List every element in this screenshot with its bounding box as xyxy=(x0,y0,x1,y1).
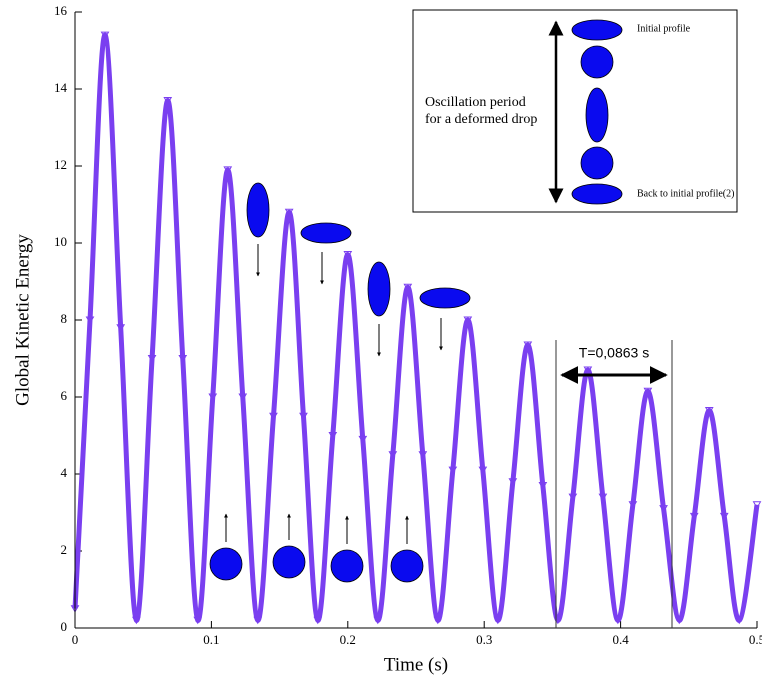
y-tick-label: 0 xyxy=(61,619,68,634)
y-tick-label: 14 xyxy=(54,80,68,95)
point-marker xyxy=(253,616,263,625)
point-marker xyxy=(613,616,623,625)
point-marker xyxy=(100,31,110,40)
y-tick-label: 2 xyxy=(61,542,68,557)
drop xyxy=(330,549,364,583)
point-marker xyxy=(193,616,203,625)
point-marker xyxy=(568,493,578,502)
point-marker xyxy=(689,512,699,521)
point-marker xyxy=(313,616,323,625)
period-annotation: T=0,0863 s xyxy=(555,340,673,628)
point-marker xyxy=(478,466,488,475)
point-marker xyxy=(508,478,518,486)
point-marker xyxy=(373,616,383,625)
point-marker xyxy=(403,283,413,292)
point-marker xyxy=(493,616,503,625)
point-marker xyxy=(358,435,368,444)
point-marker xyxy=(418,451,428,459)
point-marker xyxy=(85,316,95,324)
point-marker xyxy=(238,393,248,401)
x-tick-label: 0.1 xyxy=(203,632,219,647)
y-tick-label: 10 xyxy=(54,234,67,249)
x-tick-label: 0.5 xyxy=(749,632,762,647)
drop xyxy=(580,45,614,79)
drop xyxy=(585,87,609,143)
drop xyxy=(571,19,623,41)
y-tick-label: 4 xyxy=(61,465,68,480)
point-marker xyxy=(343,251,353,259)
annotation: Oscillation period xyxy=(425,95,526,110)
point-marker xyxy=(659,505,668,513)
point-marker xyxy=(734,616,744,625)
drop xyxy=(571,183,623,205)
point-marker xyxy=(433,616,443,625)
point-marker xyxy=(523,341,533,350)
point-marker xyxy=(704,406,714,415)
drop xyxy=(272,545,306,579)
y-tick-label: 12 xyxy=(54,157,67,172)
point-marker xyxy=(178,355,188,363)
x-axis-label: Time (s) xyxy=(384,654,448,675)
y-tick-label: 8 xyxy=(61,311,68,326)
drop xyxy=(419,287,471,309)
inset: Initial profile Oscillation period for a… xyxy=(412,9,738,213)
point-marker xyxy=(299,412,308,421)
drop-sketches xyxy=(209,182,471,583)
annotation: for a deformed drop xyxy=(425,112,537,127)
annotation: Initial profile xyxy=(637,23,691,34)
x-tick-label: 0.4 xyxy=(612,632,629,647)
y-tick-label: 16 xyxy=(54,3,68,18)
annotation: Back to initial profile(2) xyxy=(637,188,734,199)
y-axis-label: Global Kinetic Energy xyxy=(12,234,33,406)
point-marker xyxy=(147,355,157,363)
point-marker xyxy=(116,324,126,332)
point-marker xyxy=(643,387,653,396)
annotation: T=0,0863 s xyxy=(579,345,649,361)
point-marker xyxy=(448,466,458,475)
series-line xyxy=(72,32,760,623)
drop xyxy=(580,146,614,180)
point-marker xyxy=(163,97,173,105)
x-tick-label: 0.3 xyxy=(476,632,492,647)
point-marker xyxy=(328,432,338,440)
point-marker xyxy=(132,616,141,625)
point-marker xyxy=(752,501,762,509)
drop xyxy=(246,182,270,238)
point-marker xyxy=(463,316,473,324)
point-marker xyxy=(719,512,729,521)
x-tick-label: 0.2 xyxy=(340,632,356,647)
point-marker xyxy=(628,501,638,509)
point-marker xyxy=(269,412,278,421)
point-marker xyxy=(538,482,548,490)
inset-box xyxy=(412,9,738,213)
point-marker xyxy=(674,616,684,625)
point-marker xyxy=(598,493,608,502)
point-marker xyxy=(284,208,294,217)
drop xyxy=(367,261,391,317)
drop xyxy=(300,222,352,244)
point-marker xyxy=(223,166,233,174)
y-tick-label: 6 xyxy=(61,388,68,403)
plot: 0 2 4 6 8 10 12 14 16 0 0.1 0.2 0.3 0.4 0.5 xyxy=(54,3,762,647)
point-marker xyxy=(388,451,398,459)
x-tick-label: 0 xyxy=(72,632,79,647)
drop xyxy=(209,547,243,581)
point-marker xyxy=(208,393,218,401)
drop xyxy=(390,549,424,583)
